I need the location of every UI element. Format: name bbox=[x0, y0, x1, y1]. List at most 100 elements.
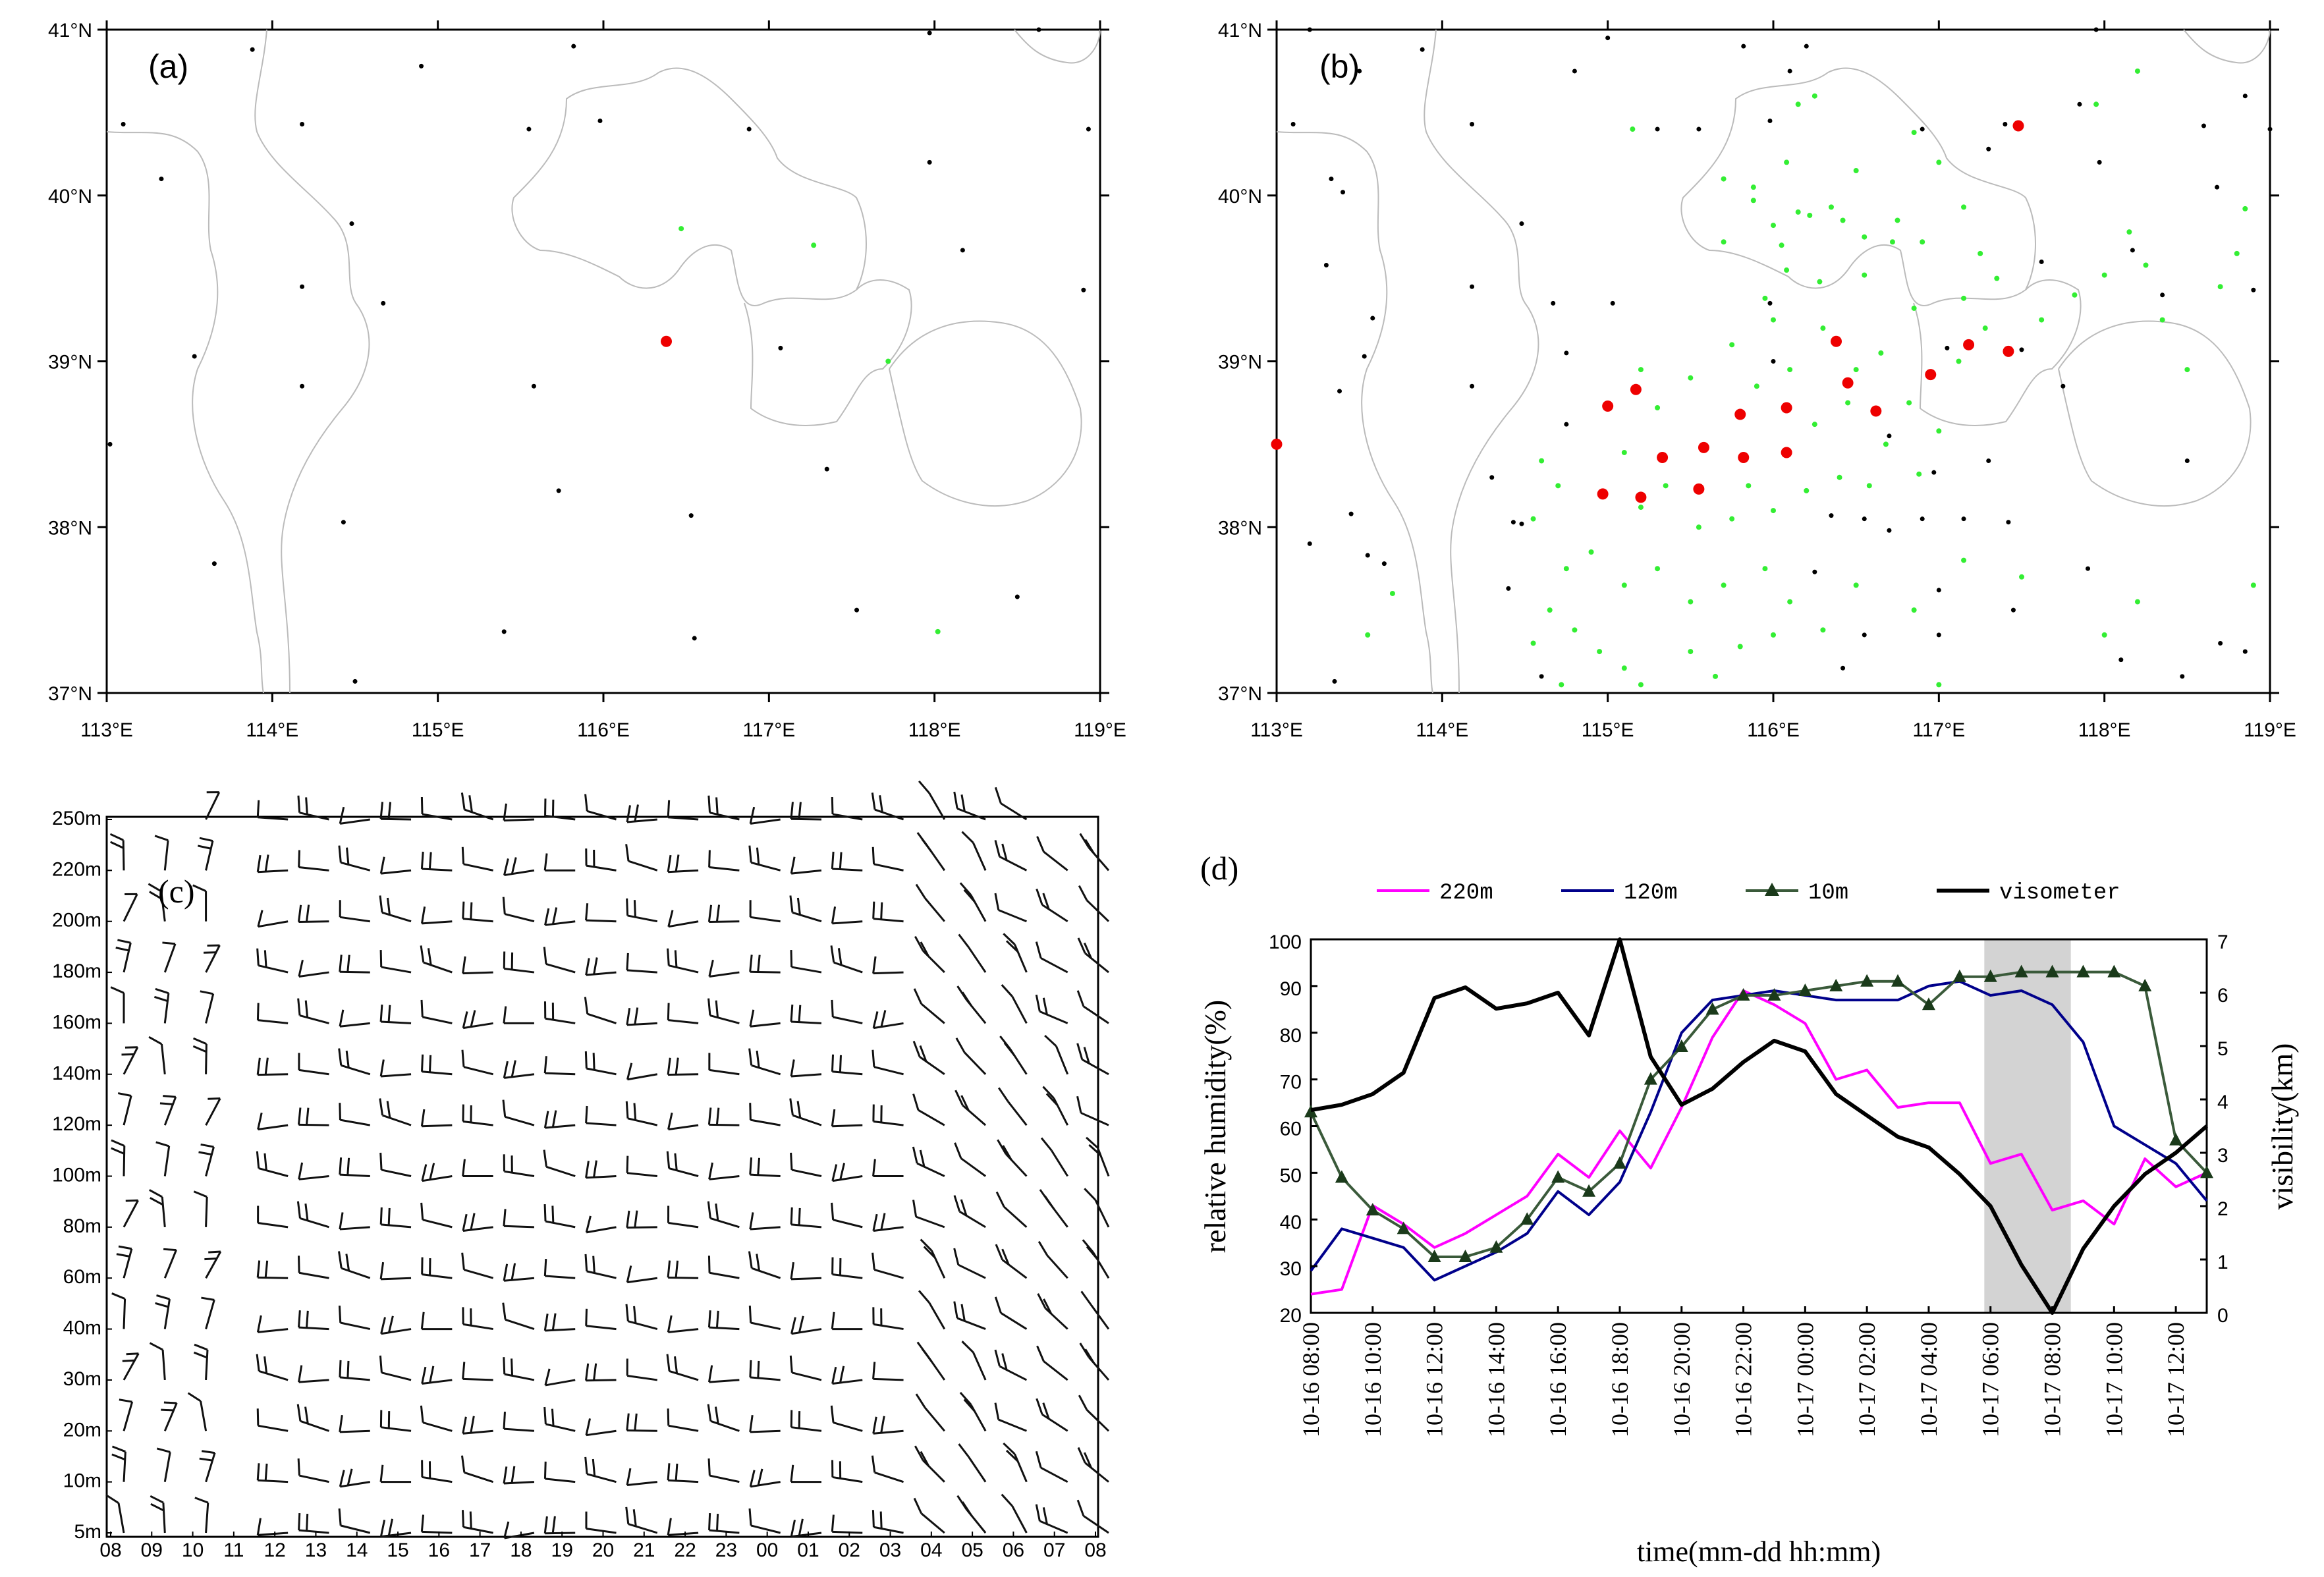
wind-barb-flag bbox=[298, 850, 300, 868]
wind-barb-flag bbox=[839, 1055, 842, 1072]
marker-triangle bbox=[1335, 1170, 1348, 1183]
wind-barb-flag bbox=[584, 997, 589, 1014]
marker-triangle bbox=[1767, 988, 1781, 1001]
station-point-red bbox=[1781, 402, 1792, 414]
wind-barb-flag bbox=[1001, 983, 1013, 997]
station-point-green bbox=[1804, 487, 1810, 493]
wind-barb-flag bbox=[626, 1210, 630, 1228]
station-point-black bbox=[1489, 475, 1495, 480]
wind-barb-shaft bbox=[916, 1162, 945, 1177]
map-a-x-ticks: 113°E 114°E 115°E 116°E 117°E 118°E 119°E bbox=[80, 20, 1126, 741]
wind-barb-shaft bbox=[626, 1226, 657, 1229]
wind-barb-flag bbox=[633, 1103, 637, 1120]
wind-barb-flag bbox=[264, 1463, 268, 1481]
wind-barb-flag bbox=[387, 1005, 391, 1022]
wind-barb-shaft bbox=[956, 808, 986, 821]
station-point-green bbox=[1588, 549, 1594, 555]
wind-barb-shaft bbox=[791, 1328, 822, 1335]
wind-barb-flag bbox=[959, 882, 972, 896]
wind-barb-shaft bbox=[1000, 802, 1028, 821]
wind-barb-flag bbox=[339, 1212, 344, 1230]
wind-barb-flag bbox=[162, 941, 176, 945]
legend-label-10m: 10m bbox=[1808, 881, 1848, 906]
wind-barb-shaft bbox=[381, 1073, 412, 1078]
station-point-black bbox=[1510, 520, 1516, 525]
station-point-green bbox=[1911, 305, 1917, 311]
station-point-green bbox=[1663, 483, 1669, 489]
wind-barb-flag bbox=[633, 1306, 637, 1323]
wind-barb-shaft bbox=[1082, 1059, 1109, 1076]
wind-barb-shaft bbox=[669, 1167, 699, 1177]
wind-barb-flag bbox=[256, 948, 260, 966]
wind-barb-flag bbox=[193, 1190, 208, 1198]
station-point-red bbox=[2012, 120, 2024, 132]
wind-barb-flag bbox=[960, 794, 966, 812]
timeseries-panel-d: (d) 220m 120m 10m visometer 203040506070809… bbox=[1198, 850, 2299, 1568]
wind-barb-flag bbox=[502, 1099, 507, 1117]
panel-label-b: (b) bbox=[1319, 48, 1360, 85]
wind-barb-shaft bbox=[163, 993, 170, 1024]
wind-barb-flag bbox=[880, 902, 883, 920]
panel-label-d: (d) bbox=[1200, 850, 1238, 887]
station-point-green bbox=[2217, 284, 2223, 290]
wind-barb-shaft bbox=[832, 868, 863, 872]
wind-barb-flag bbox=[304, 1000, 309, 1018]
station-point-green bbox=[1771, 223, 1776, 229]
wind-barb-shaft bbox=[163, 1298, 171, 1329]
wind-barb-shaft bbox=[832, 1016, 863, 1024]
wind-barb-shaft bbox=[931, 1250, 946, 1279]
station-point-green bbox=[1961, 557, 1967, 563]
wind-barb-flag bbox=[339, 1103, 341, 1120]
wind-barb-shaft bbox=[1084, 1462, 1109, 1483]
wind-barb-shaft bbox=[258, 816, 289, 821]
wind-barb-flag bbox=[461, 1049, 465, 1067]
wind-barb-shaft bbox=[1003, 1205, 1028, 1228]
wind-barb-shaft bbox=[668, 1424, 699, 1432]
legend-label-220m: 220m bbox=[1439, 881, 1493, 906]
station-point-black bbox=[1551, 300, 1556, 306]
wind-barb-flag bbox=[707, 1404, 712, 1422]
wind-barb-flag bbox=[994, 1349, 1001, 1367]
station-point-black bbox=[300, 383, 305, 389]
wind-barb-flag bbox=[790, 1261, 795, 1280]
wind-barb-shaft bbox=[463, 1269, 494, 1279]
wind-barb-flag bbox=[149, 1342, 163, 1351]
y-tick-label: 40m bbox=[63, 1317, 101, 1339]
wind-barb-shaft bbox=[709, 1326, 740, 1331]
wind-barb-shaft bbox=[586, 1226, 617, 1234]
wind-barb-flag bbox=[470, 1416, 475, 1433]
station-point-red bbox=[1734, 408, 1746, 420]
wind-barb-flag bbox=[339, 954, 343, 972]
wind-barb-flag bbox=[626, 1468, 632, 1485]
wind-barb-flag bbox=[1080, 1290, 1092, 1306]
wind-barb-flag bbox=[379, 1004, 383, 1022]
wind-barb-flag bbox=[749, 1360, 752, 1377]
wind-barb-flag bbox=[923, 1246, 936, 1259]
wind-barb-flag bbox=[708, 1162, 713, 1180]
wind-barb-flag bbox=[839, 1366, 845, 1383]
station-point-green bbox=[1539, 458, 1545, 464]
wind-barb-flag bbox=[551, 1313, 557, 1331]
wind-barb-shaft bbox=[668, 816, 699, 821]
marker-triangle bbox=[1489, 1240, 1503, 1253]
marker-triangle bbox=[1304, 1105, 1317, 1118]
x-tick-label: 13 bbox=[305, 1539, 327, 1561]
wind-barb-flag bbox=[584, 1456, 588, 1474]
station-point-black bbox=[1470, 121, 1475, 126]
wind-barb-shaft bbox=[462, 918, 493, 923]
wind-barb-flag bbox=[790, 1207, 793, 1225]
station-point-black bbox=[1862, 516, 1867, 522]
wind-barb-flag bbox=[872, 1362, 876, 1379]
station-point-green bbox=[1812, 422, 1817, 428]
y-tick-label: 220m bbox=[52, 858, 101, 880]
x-tick-label: 03 bbox=[879, 1539, 901, 1561]
station-point-green bbox=[1559, 682, 1564, 688]
wind-barb-flag bbox=[149, 1189, 163, 1198]
x-tick-label: 116°E bbox=[577, 719, 630, 741]
station-point-green bbox=[1621, 449, 1627, 455]
wind-barb-flag bbox=[379, 1261, 385, 1280]
wind-barb-flag bbox=[1078, 885, 1088, 901]
wind-barb-flag bbox=[831, 1312, 835, 1329]
wind-barb-flag bbox=[297, 1458, 300, 1476]
wind-barb-flag bbox=[543, 1314, 549, 1331]
